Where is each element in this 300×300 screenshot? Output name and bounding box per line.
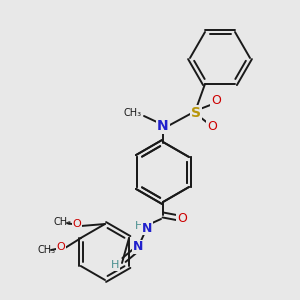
Text: H: H (135, 221, 143, 231)
Text: CH₃: CH₃ (54, 217, 72, 227)
Text: O: O (177, 212, 187, 224)
Text: CH₃: CH₃ (38, 245, 56, 255)
Text: O: O (207, 121, 217, 134)
Text: O: O (211, 94, 221, 107)
Text: N: N (142, 221, 152, 235)
Text: CH₃: CH₃ (124, 108, 142, 118)
Text: S: S (191, 106, 201, 120)
Text: O: O (57, 242, 65, 252)
Text: O: O (73, 219, 81, 229)
Text: N: N (133, 241, 143, 254)
Text: N: N (157, 119, 169, 133)
Text: H: H (111, 260, 119, 270)
